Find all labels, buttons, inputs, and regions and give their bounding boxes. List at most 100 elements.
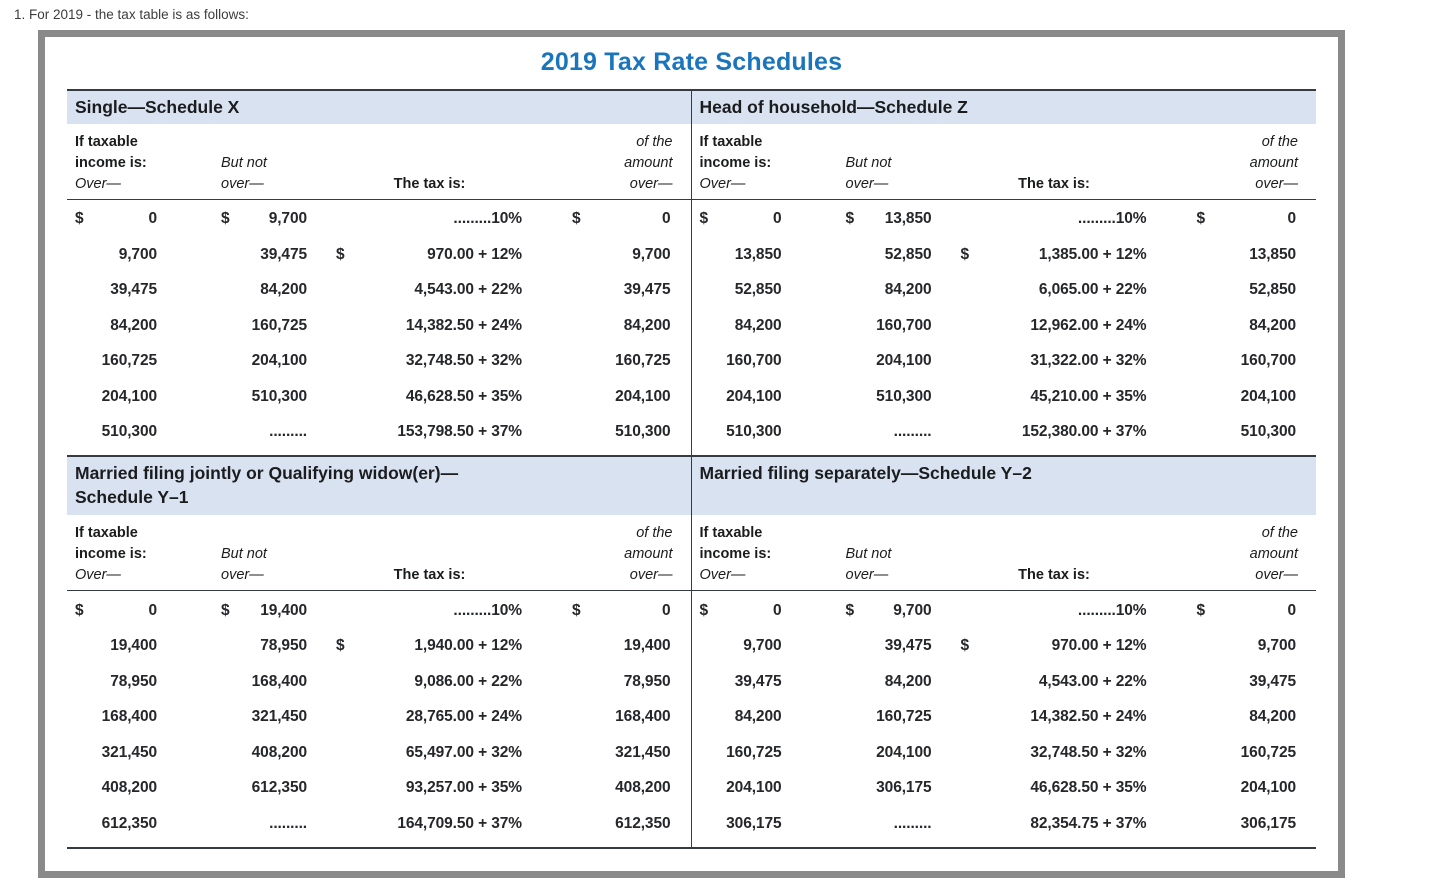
cell-amount-over: 510,300 <box>1147 423 1317 441</box>
section-header-label: Head of household—Schedule Z <box>699 97 968 117</box>
cell-value: 970.00 + 12% <box>1051 637 1147 655</box>
cell-value: 306,175 <box>726 814 782 832</box>
cell-value: 160,725 <box>615 352 671 370</box>
cell-value: 160,725 <box>101 352 157 370</box>
cell-amount-over: 39,475 <box>1147 673 1317 691</box>
cell-over: $0 <box>67 210 157 228</box>
cell-value: 510,300 <box>101 423 157 441</box>
cell-amount-over: 160,700 <box>1147 352 1317 370</box>
dollar-sign: $ <box>572 210 581 228</box>
table-row: 510,300......... 152,380.00 + 37% 510,300 <box>692 415 1317 451</box>
cell-value: 52,850 <box>1249 281 1296 299</box>
cell-value: 204,100 <box>1240 387 1296 405</box>
table-row: 84,200 160,725 14,382.50 + 24% 84,200 <box>692 700 1317 736</box>
cell-value: 78,950 <box>260 637 307 655</box>
column-header-the-tax-is: The tax is: <box>307 523 522 586</box>
section-header-label: Schedule Y–1 <box>75 486 189 507</box>
cell-tax: 152,380.00 + 37% <box>932 423 1147 441</box>
cell-but-not-over: 204,100 <box>782 352 931 370</box>
cell-amount-over: 204,100 <box>1147 388 1317 406</box>
cell-value: 204,100 <box>726 779 782 797</box>
cell-amount-over: 160,725 <box>522 352 691 370</box>
dollar-sign: $ <box>75 210 84 228</box>
cell-tax: 32,748.50 + 32% <box>307 352 522 370</box>
cell-amount-over: 84,200 <box>1147 317 1317 335</box>
cell-value: 39,475 <box>1249 672 1296 690</box>
cell-value: 52,850 <box>734 281 782 299</box>
cell-amount-over: 84,200 <box>522 317 691 335</box>
cell-amount-over: 510,300 <box>522 423 691 441</box>
page-title: 2019 Tax Rate Schedules <box>540 48 843 76</box>
column-header-line: over— <box>221 567 264 584</box>
cell-over: $0 <box>692 602 782 620</box>
cell-value: 1,940.00 + 12% <box>414 637 522 655</box>
cell-over: 9,700 <box>67 246 157 264</box>
cell-tax: $970.00 + 12% <box>932 637 1147 655</box>
column-headers: If taxable income is: Over— But not over… <box>67 515 691 592</box>
table-row: 510,300......... 153,798.50 + 37% 510,300 <box>67 415 691 451</box>
cell-over: 612,350 <box>67 815 157 833</box>
cell-value: 152,380.00 + 37% <box>1021 423 1147 441</box>
column-header-line: over— <box>845 567 889 584</box>
cell-value: 84,200 <box>260 281 307 299</box>
cell-value: 84,200 <box>884 672 932 690</box>
table-row: $0 $19,400 .........10% $0 <box>67 593 691 629</box>
cell-value: 612,350 <box>615 814 671 832</box>
cell-value: 1,385.00 + 12% <box>1038 245 1147 263</box>
cell-value: 9,700 <box>118 245 157 263</box>
column-header-line: Over— <box>75 567 121 584</box>
column-header-of-amount-over: of the amount over— <box>1147 523 1317 586</box>
cell-over: 204,100 <box>67 388 157 406</box>
cell-value: 408,200 <box>101 779 157 797</box>
column-header-line: But not <box>845 154 892 171</box>
cell-over: 160,725 <box>67 352 157 370</box>
column-header-line: Over— <box>75 175 121 192</box>
section-header-married-jointly: Married filing jointly or Qualifying wid… <box>67 455 691 516</box>
cell-value: 9,700 <box>893 601 932 619</box>
cell-over: 39,475 <box>692 673 782 691</box>
cell-value: 9,700 <box>1257 637 1296 655</box>
cell-but-not-over: 39,475 <box>782 637 932 655</box>
column-headers: If taxable income is: Over— But not over… <box>691 515 1317 592</box>
cell-value: 164,709.50 + 37% <box>397 814 522 832</box>
cell-over: 168,400 <box>67 708 157 726</box>
cell-over: 84,200 <box>67 317 157 335</box>
column-header-line: over— <box>1255 567 1298 584</box>
cell-but-not-over: 510,300 <box>157 388 307 406</box>
cell-value: 306,175 <box>1240 814 1296 832</box>
column-header-line: over— <box>221 175 264 192</box>
schedule-y1-rows: $0 $19,400 .........10% $0 19,400 78,950 $1,94… <box>67 591 691 847</box>
cell-tax: 153,798.50 + 37% <box>307 423 522 441</box>
cell-but-not-over: 84,200 <box>157 281 307 299</box>
cell-amount-over: 612,350 <box>522 815 691 833</box>
table-row: 52,850 84,200 6,065.00 + 22% 52,850 <box>692 273 1317 309</box>
cell-value: 84,200 <box>884 281 932 299</box>
tax-rate-schedules-table: Single—Schedule X If taxable income is: … <box>67 89 1316 849</box>
cell-value: 9,700 <box>268 210 307 228</box>
cell-value: 84,200 <box>1249 708 1296 726</box>
cell-amount-over: $0 <box>522 210 691 228</box>
cell-value: 510,300 <box>1240 423 1296 441</box>
column-header-over: If taxable income is: Over— <box>692 132 782 195</box>
column-header-over: If taxable income is: Over— <box>67 523 157 586</box>
cell-tax: .........10% <box>932 602 1147 620</box>
cell-value: 160,700 <box>876 316 932 334</box>
column-header-but-not-over: But not over— <box>157 523 307 586</box>
cell-over: 321,450 <box>67 744 157 762</box>
cell-value: 321,450 <box>615 743 671 761</box>
cell-over: 306,175 <box>692 814 782 833</box>
cell-value: 65,497.00 + 32% <box>405 743 522 761</box>
dollar-sign: $ <box>221 210 230 228</box>
cell-amount-over: 13,850 <box>1147 246 1317 264</box>
column-header-line: If taxable <box>75 133 138 150</box>
cell-value: 19,400 <box>623 637 671 655</box>
cell-tax: 31,322.00 + 32% <box>932 352 1146 370</box>
cell-but-not-over: $9,700 <box>157 210 307 228</box>
cell-value: 204,100 <box>615 387 671 405</box>
cell-amount-over: 204,100 <box>522 388 691 406</box>
cell-value: 19,400 <box>110 637 157 655</box>
table-row: 84,200 160,725 14,382.50 + 24% 84,200 <box>67 308 691 344</box>
cell-value: 39,475 <box>734 672 782 690</box>
cell-value: 39,475 <box>623 281 671 299</box>
cell-tax: .........10% <box>932 210 1147 228</box>
